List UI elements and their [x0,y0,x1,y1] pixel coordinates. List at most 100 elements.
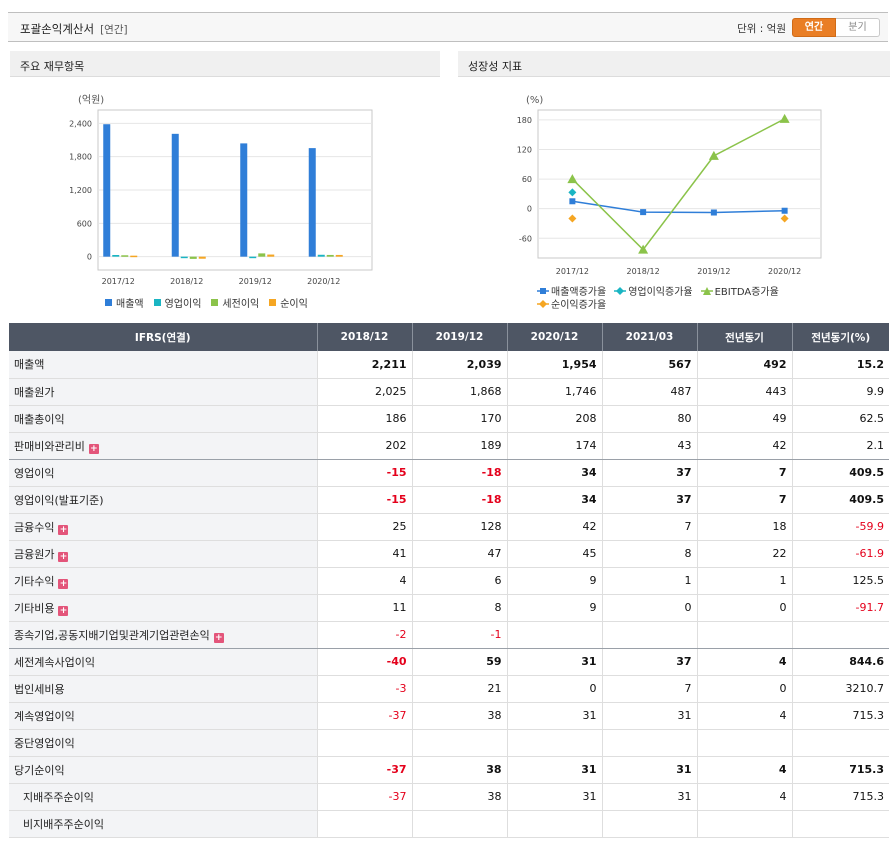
table-cell: 443 [697,378,793,406]
table-cell: 0 [697,675,793,703]
line-x-tick-label: 2019/12 [697,267,730,276]
table-cell: 9 [507,594,603,622]
statement-title: 포괄손익계산서 [20,22,95,36]
bar-3-1 [198,256,206,259]
table-cell: 4 [697,756,793,784]
table-cell: 487 [602,378,698,406]
row-label-text: 당기순이익 [14,763,65,777]
line-legend-item[interactable]: 매출액증가율 [537,284,606,298]
table-row: 당기순이익 -37 38 31 31 4 715.3 [9,756,889,784]
table-cell: 38 [412,702,508,730]
table-cell: 9.9 [792,378,889,406]
table-cell: 9 [507,567,603,595]
table-cell: -37 [317,702,413,730]
bar-2-3 [326,254,334,257]
row-label: 매출총이익 [9,405,318,433]
bar-y-tick-label: 1,800 [69,153,92,162]
table-cell: -18 [412,459,508,487]
table-cell: 2,025 [317,378,413,406]
annual-toggle-button[interactable]: 연간 [792,18,836,37]
bar-legend-item[interactable]: 매출액 [105,296,144,310]
bar-legend-item[interactable]: 순이익 [269,296,308,310]
legend-swatch [105,299,112,306]
table-cell [317,729,413,757]
table-cell [317,810,413,838]
row-label: 중단영업이익 [9,729,318,757]
table-cell: 2,211 [317,351,413,379]
bar-x-tick-label: 2020/12 [307,277,340,285]
table-row: 매출액 2,211 2,039 1,954 567 492 15.2 [9,351,889,379]
table-cell: 38 [412,756,508,784]
line-plot-area [537,109,822,259]
line-x-tick-label: 2018/12 [627,267,660,276]
expand-plus-icon[interactable]: + [58,551,69,562]
table-cell: 7 [602,513,698,541]
line-y-tick-label: 60 [522,175,532,184]
table-cell: 25 [317,513,413,541]
bar-3-0 [130,255,138,258]
table-cell: 41 [317,540,413,568]
table-cell: 1 [602,567,698,595]
legend-swatch [537,286,549,296]
quarterly-toggle-button[interactable]: 분기 [836,18,880,37]
table-cell [792,729,889,757]
table-row: 매출원가 2,025 1,868 1,746 487 443 9.9 [9,378,889,406]
row-label-text: 기타수익 [14,574,55,588]
table-cell: -37 [317,756,413,784]
table-cell: 18 [697,513,793,541]
row-label-text: 비지배주주순이익 [23,817,104,831]
row-label-text: 영업이익 [14,466,55,480]
table-cell [792,621,889,649]
table-cell [697,729,793,757]
bar-0-0 [103,124,111,257]
row-label: 세전계속사업이익 [9,648,318,676]
expand-plus-icon[interactable]: + [58,605,69,616]
table-cell: 4 [317,567,413,595]
table-cell: 567 [602,351,698,379]
table-cell [602,621,698,649]
table-row: 기타수익 +4 6 9 1 1 125.5 [9,567,889,595]
table-header-row: IFRS(연결) 2018/12 2019/12 2020/12 2021/03 전년동기… [9,323,889,351]
expand-plus-icon[interactable]: + [213,632,224,643]
bar-legend-item[interactable]: 영업이익 [153,296,201,310]
line-legend-item[interactable]: 영업이익증가율 [614,284,693,298]
table-cell: 15.2 [792,351,889,379]
bar-y-axis-label: (억원) [78,94,104,106]
legend-label: EBITDA증가율 [714,287,779,298]
table-cell: 2,039 [412,351,508,379]
table-cell: 11 [317,594,413,622]
line-legend-item[interactable]: 순이익증가율 [537,297,606,311]
line-x-tick-label: 2020/12 [768,267,801,276]
table-cell [602,729,698,757]
table-cell: 21 [412,675,508,703]
table-cell: -18 [412,486,508,514]
table-row: 비지배주주순이익 [9,810,889,838]
bar-chart-legend: 매출액 영업이익 세전이익 순이익 [105,296,425,310]
legend-swatch [211,299,219,306]
table-cell: 31 [507,702,603,730]
bar-legend-item[interactable]: 세전이익 [211,296,260,310]
legend-label: 세전이익 [222,299,260,310]
table-cell: 4 [697,783,793,811]
row-label: 매출원가 [9,378,318,406]
expand-plus-icon[interactable]: + [58,524,69,535]
expand-plus-icon[interactable]: + [58,578,69,589]
table-cell [792,810,889,838]
expand-plus-icon[interactable]: + [88,443,99,454]
row-label: 종속기업,공동지배기업및관계기업관련손익 + [9,621,318,649]
legend-swatch [153,299,161,306]
line-legend-item[interactable]: EBITDA증가율 [700,284,779,298]
table-cell: 186 [317,405,413,433]
row-label: 매출액 [9,351,318,379]
line-point-0-3 [781,207,788,214]
table-cell: 170 [412,405,508,433]
table-cell: 715.3 [792,783,889,811]
table-cell: 174 [507,432,603,460]
table-row: 금융원가 +41 47 45 8 22 -61.9 [9,540,889,568]
line-point-2-1 [638,244,649,254]
table-cell: 31 [602,756,698,784]
table-cell: 1,954 [507,351,603,379]
legend-swatch [537,299,549,309]
row-label-text: 매출총이익 [14,412,65,426]
table-cell: 202 [317,432,413,460]
